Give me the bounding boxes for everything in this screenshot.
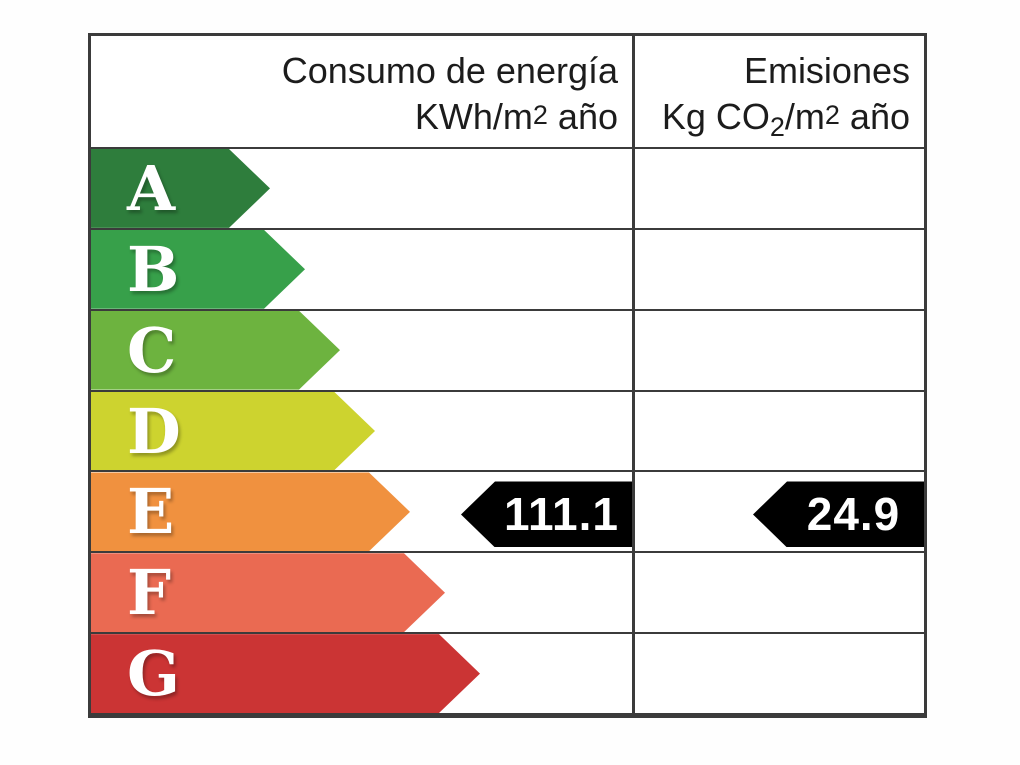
energy-rating-table: Consumo de energía KWh/m2 año Emisiones …	[88, 33, 927, 718]
rating-bar-e: E	[91, 472, 410, 551]
rating-row-e: E 111.1 24.9	[91, 472, 924, 554]
rating-grade-label: B	[127, 232, 180, 306]
rating-row-f: F	[91, 553, 924, 635]
unit-subscript: 2	[769, 112, 785, 142]
header-consumption-unit: KWh/m2 año	[91, 93, 618, 139]
unit-superscript: 2	[532, 100, 548, 130]
rating-grade-label: C	[127, 313, 177, 387]
header-consumption-title: Consumo de energía	[281, 50, 618, 91]
rating-grade-label: A	[127, 151, 176, 225]
emissions-value: 24.9	[806, 488, 901, 541]
rating-row-g: G	[91, 634, 924, 716]
rating-grade-label: F	[127, 556, 172, 630]
rating-bar-a: A	[91, 149, 270, 228]
header-consumption: Consumo de energía KWh/m2 año	[91, 36, 632, 147]
consumption-value-marker-arrow: 111.1	[461, 481, 632, 548]
rating-bar-c: C	[91, 311, 340, 390]
header-emissions: Emisiones Kg CO2/m2 año	[632, 36, 924, 147]
header-emissions-unit: Kg CO2/m2 año	[632, 93, 910, 149]
emissions-value-marker-arrow: 24.9	[753, 481, 924, 548]
rating-row-c: C	[91, 310, 924, 392]
rating-grade-label: G	[127, 637, 180, 711]
table-header: Consumo de energía KWh/m2 año Emisiones …	[91, 36, 924, 149]
rating-grade-label: D	[127, 394, 181, 468]
rating-row-b: B	[91, 229, 924, 311]
rating-bar-d: D	[91, 392, 375, 471]
unit-text: KWh/m	[414, 96, 533, 137]
consumption-value: 111.1	[503, 488, 620, 541]
column-divider	[632, 36, 635, 715]
unit-superscript: 2	[824, 100, 840, 130]
rating-grade-label: E	[127, 475, 175, 549]
header-emissions-title: Emisiones	[743, 50, 910, 91]
rating-row-d: D	[91, 391, 924, 473]
unit-text: año	[839, 96, 910, 137]
rating-bar-g: G	[91, 634, 480, 713]
unit-text: Kg CO	[661, 96, 770, 137]
rating-bar-f: F	[91, 553, 445, 632]
unit-text: año	[547, 96, 618, 137]
rating-row-a: A	[91, 149, 924, 230]
rating-bar-b: B	[91, 230, 305, 309]
unit-text: /m	[784, 96, 825, 137]
